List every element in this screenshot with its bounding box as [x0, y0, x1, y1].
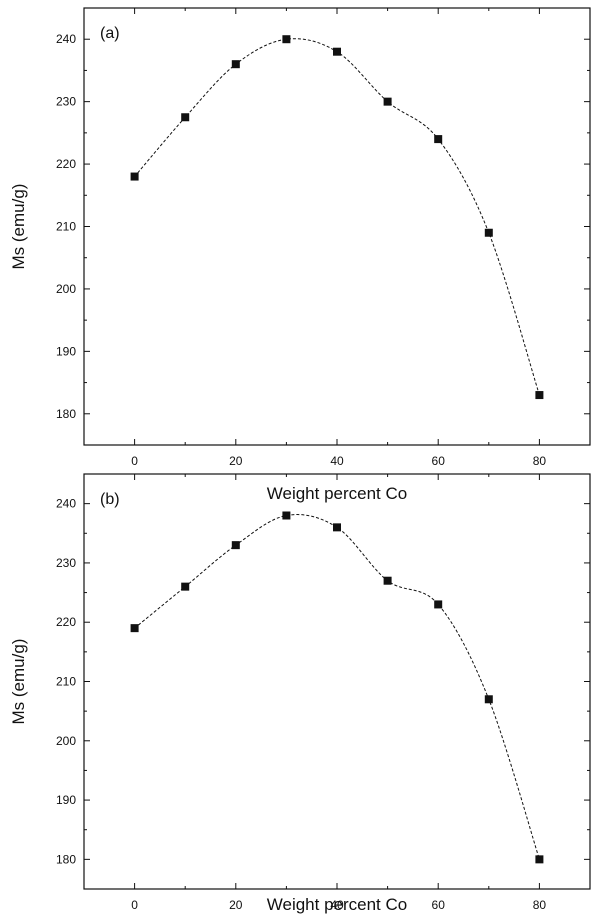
y-tick-label: 210 [56, 220, 76, 234]
y-tick-label: 230 [56, 556, 76, 570]
data-point [231, 60, 240, 69]
data-point [130, 172, 139, 181]
x-tick-label: 0 [131, 898, 138, 912]
panel-label: (b) [100, 491, 120, 508]
x-tick-label: 0 [131, 454, 138, 468]
data-point [535, 855, 544, 864]
data-point [333, 523, 341, 532]
data-point [333, 47, 341, 56]
y-tick-label: 230 [56, 95, 76, 109]
y-tick-label: 180 [56, 852, 76, 866]
y-tick-label: 190 [56, 793, 76, 807]
y-tick-label: 220 [56, 615, 76, 629]
data-point [484, 228, 493, 237]
data-point [282, 511, 291, 520]
x-tick-label: 40 [330, 898, 344, 912]
x-tick-label: 80 [533, 454, 547, 468]
chart-panel-b: 0 20 40 60 80 180 190 200 210 220 230 240 Weight per… [9, 473, 591, 914]
series-line [134, 514, 540, 860]
x-tick-label: 20 [229, 898, 243, 912]
y-tick-label: 240 [56, 497, 76, 511]
data-point [181, 113, 190, 122]
x-axis-title: Weight percent Co [267, 895, 407, 914]
x-axis-title: Weight percent Co [267, 484, 407, 503]
y-axis-title: Ms (emu/g) [9, 184, 28, 270]
x-tick-label: 60 [432, 898, 446, 912]
data-point [231, 541, 240, 550]
data-point [383, 97, 392, 106]
data-point [282, 35, 291, 44]
data-point [535, 391, 544, 400]
x-tick-label: 80 [533, 898, 547, 912]
y-axis-title: Ms (emu/g) [9, 639, 28, 725]
y-tick-label: 200 [56, 282, 76, 296]
data-point [130, 624, 139, 633]
y-tick-label: 200 [56, 734, 76, 748]
data-point [434, 600, 443, 609]
y-tick-label: 210 [56, 675, 76, 689]
series-line [134, 38, 540, 396]
x-tick-label: 60 [432, 454, 446, 468]
data-point [484, 695, 493, 704]
y-tick-label: 220 [56, 157, 76, 171]
y-tick-label: 240 [56, 32, 76, 46]
plot-frame [83, 473, 591, 890]
chart-panel-a: 0 20 40 60 80 180 190 200 210 220 230 240 Weight per… [9, 7, 591, 503]
panel-label: (a) [100, 25, 120, 42]
data-point [181, 582, 190, 591]
x-tick-label: 20 [229, 454, 243, 468]
plot-frame [83, 7, 591, 446]
y-tick-label: 180 [56, 407, 76, 421]
x-tick-label: 40 [330, 454, 344, 468]
data-point [383, 576, 392, 585]
y-tick-label: 190 [56, 344, 76, 358]
data-point [434, 135, 443, 144]
